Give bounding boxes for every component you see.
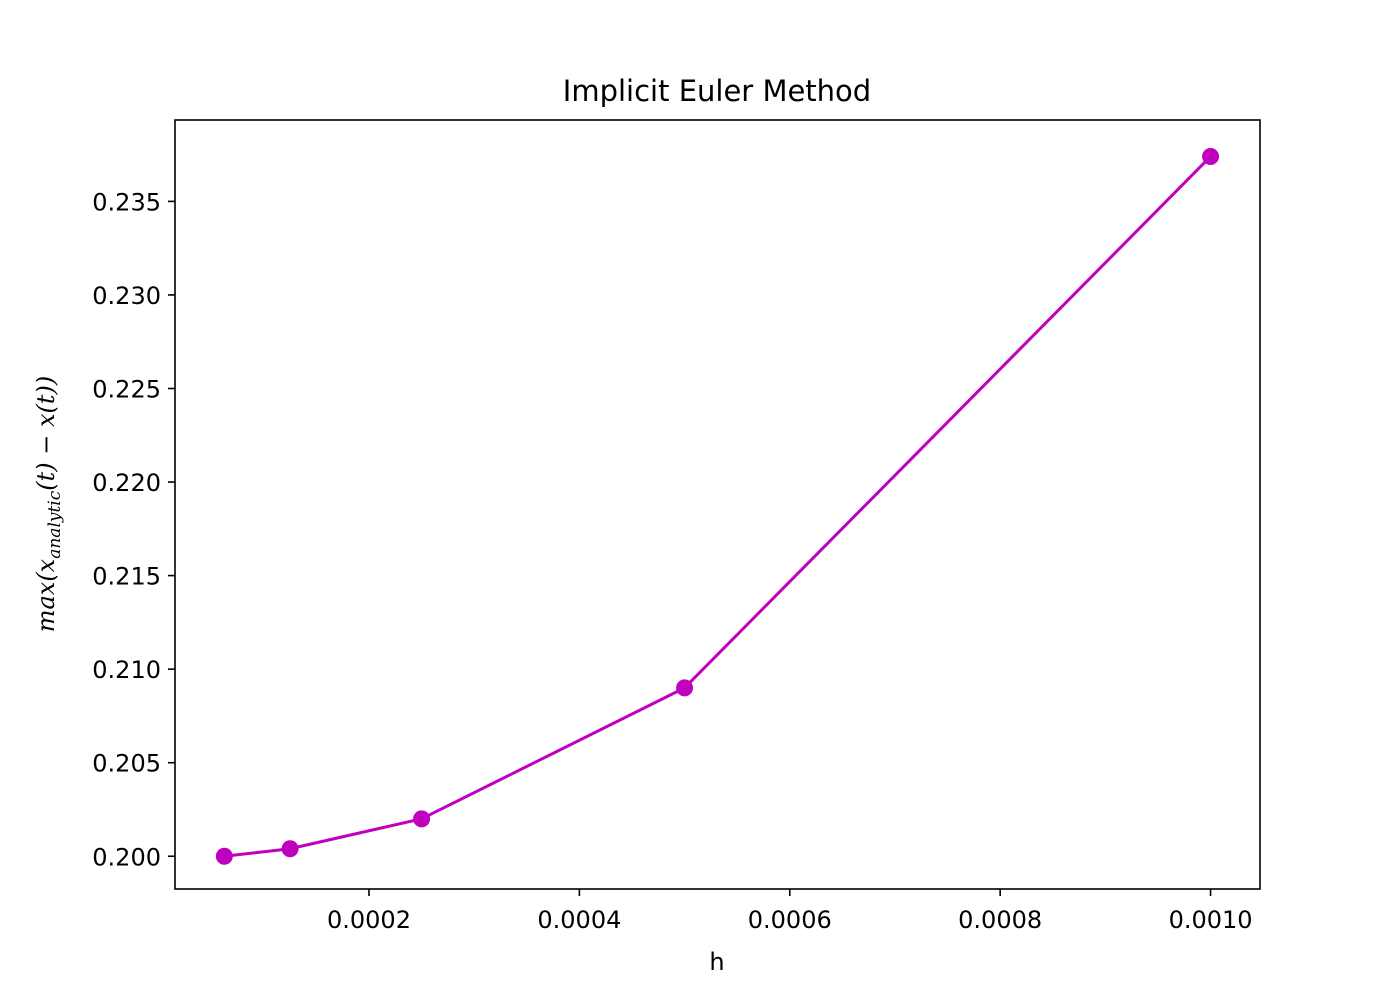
y-tick-label: 0.225 — [92, 375, 161, 403]
data-point — [281, 840, 299, 858]
data-point — [1202, 147, 1220, 165]
data-point — [676, 679, 694, 697]
data-point — [215, 847, 233, 865]
y-axis-label: max(xanalytic(t) − x(t)) — [32, 376, 65, 633]
y-axis-label-suffix: (t) − x(t)) — [32, 376, 60, 491]
y-tick-label: 0.205 — [92, 750, 161, 778]
y-tick-label: 0.215 — [92, 563, 161, 591]
x-tick-label: 0.0010 — [1169, 906, 1253, 934]
x-tick-label: 0.0008 — [958, 906, 1042, 934]
plot-frame — [174, 119, 1261, 890]
series-layer — [215, 147, 1220, 865]
chart-title: Implicit Euler Method — [563, 74, 871, 108]
x-tick-label: 0.0002 — [327, 906, 411, 934]
x-axis: 0.0002 0.0004 0.0006 0.0008 0.0010 — [327, 889, 1253, 934]
x-tick-label: 0.0004 — [537, 906, 621, 934]
y-tick-label: 0.210 — [92, 656, 161, 684]
y-tick-label: 0.200 — [92, 843, 161, 871]
y-tick-label: 0.235 — [92, 188, 161, 216]
y-axis-label-prefix: max(x — [32, 558, 60, 632]
y-tick-label: 0.220 — [92, 469, 161, 497]
y-tick-label: 0.230 — [92, 282, 161, 310]
x-axis-label: h — [709, 948, 724, 976]
x-tick-label: 0.0006 — [748, 906, 832, 934]
data-point — [413, 810, 431, 828]
y-axis: 0.200 0.205 0.210 0.215 0.220 0.225 0.230 0.235 — [92, 188, 175, 871]
y-axis-label-subscript: analytic — [45, 490, 65, 559]
